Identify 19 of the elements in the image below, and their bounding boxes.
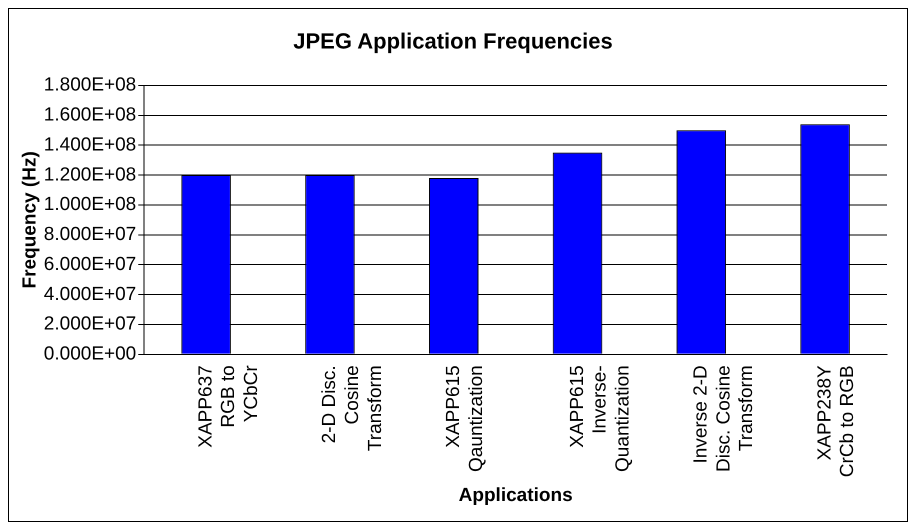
x-axis-title: Applications	[458, 484, 573, 506]
x-tick-label: XAPP615 Inverse- Quantization	[566, 365, 634, 472]
y-tick-label: 1.200E+08	[44, 164, 136, 186]
y-tick-label: 6.000E+07	[44, 254, 136, 275]
x-tick-label: XAPP615 Qauntization	[442, 365, 487, 472]
x-tick-label: XAPP637 RGB to YCbCr	[195, 364, 262, 448]
x-tick-label: 2-D Disc. Cosine Transform	[319, 365, 386, 452]
y-tick-label: 2.000E+07	[44, 314, 136, 335]
y-tick-label: 8.000E+07	[44, 224, 136, 246]
chart-title: JPEG Application Frequencies	[293, 28, 613, 54]
y-tick-label: 1.400E+08	[44, 134, 136, 156]
y-tick-label: 1.600E+08	[44, 104, 136, 126]
x-tick-label: XAPP238Y CrCb to RGB	[814, 364, 858, 478]
y-tick-label: 4.000E+07	[44, 284, 136, 305]
y-tick-label: 0.000E+00	[44, 344, 136, 365]
y-tick-label: 1.000E+08	[44, 194, 136, 216]
y-axis-title: Frequency (Hz)	[20, 151, 41, 288]
x-tick-label: Inverse 2-D Disc. Cosine Transform	[690, 365, 758, 472]
y-tick-label: 1.800E+08	[44, 74, 136, 96]
